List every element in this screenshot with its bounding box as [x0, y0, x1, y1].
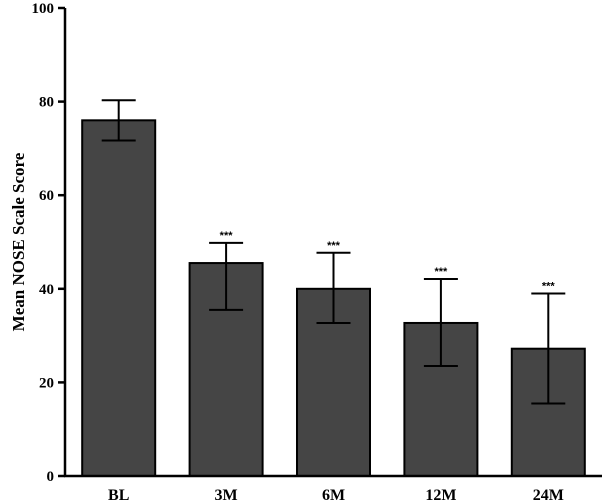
- y-tick-label: 100: [32, 1, 55, 17]
- y-ticks-layer: 0 20 40 60 80 100: [32, 1, 65, 485]
- x-tick-label: 24M: [533, 487, 564, 504]
- x-tick-label: 6M: [322, 487, 345, 504]
- y-tick-label: 0: [47, 469, 55, 485]
- significance-mark: ***: [542, 280, 556, 292]
- y-tick-label: 20: [39, 375, 54, 391]
- x-tick-label: 12M: [425, 487, 456, 504]
- error-bar: [209, 241, 244, 311]
- error-bars-layer: [101, 99, 566, 405]
- significance-layer: *** *** *** ***: [220, 230, 556, 293]
- y-tick-label: 80: [39, 95, 54, 111]
- y-axis-title: Mean NOSE Scale Score: [9, 152, 28, 331]
- significance-mark: ***: [327, 240, 341, 252]
- error-bar: [101, 99, 136, 142]
- y-tick-label: 60: [39, 188, 54, 204]
- error-bar: [531, 292, 566, 405]
- error-bar: [316, 251, 351, 324]
- significance-mark: ***: [220, 230, 234, 242]
- significance-mark: ***: [434, 266, 448, 278]
- axes-layer: [63, 8, 602, 478]
- x-tick-label: BL: [108, 487, 129, 504]
- bar-12m: [403, 321, 479, 477]
- x-labels-layer: BL 3M 6M 12M 24M: [108, 487, 564, 504]
- bar-bl: [81, 119, 157, 477]
- x-tick-label: 3M: [215, 487, 238, 504]
- y-tick-label: 40: [39, 282, 54, 298]
- error-bar: [423, 277, 458, 368]
